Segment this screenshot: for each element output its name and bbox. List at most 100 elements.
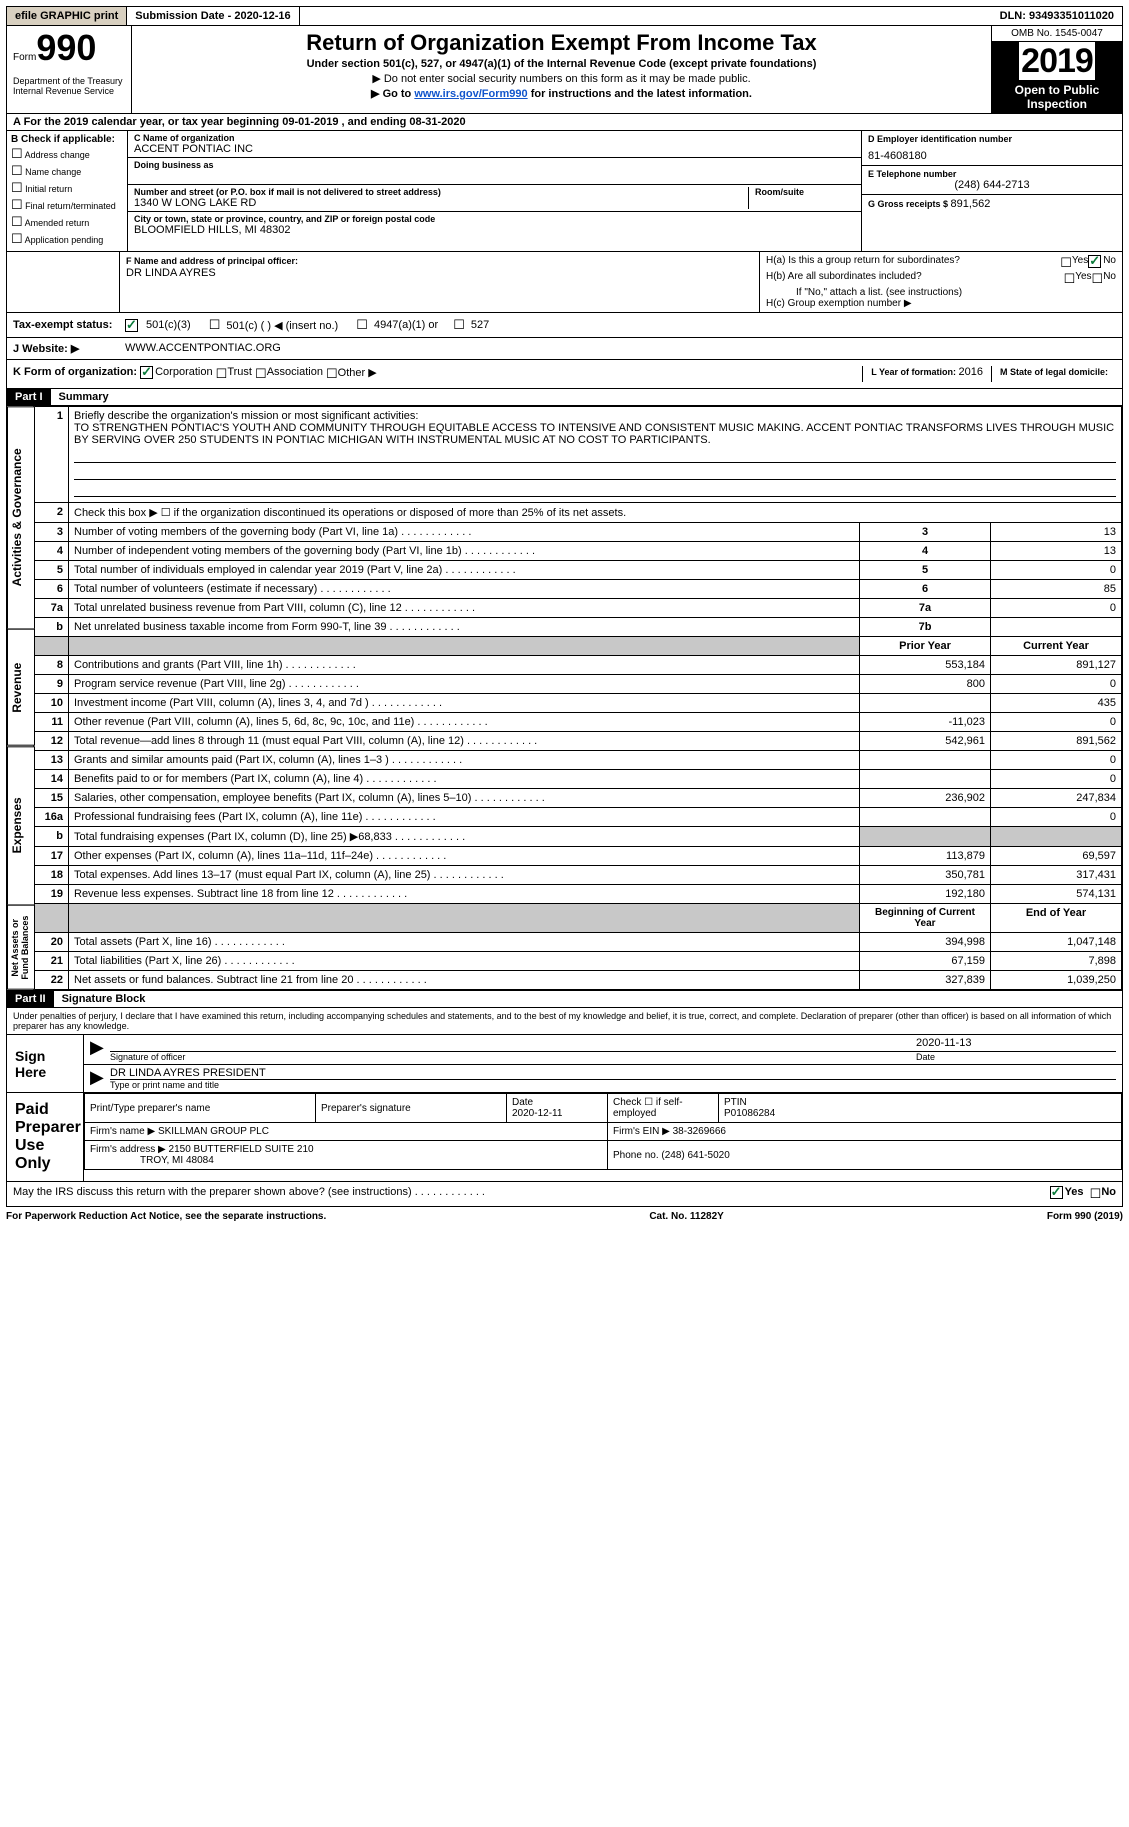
arrow-icon: ▶: [90, 1037, 110, 1062]
chk-pending[interactable]: ☐ Application pending: [11, 231, 123, 247]
form-title: Return of Organization Exempt From Incom…: [136, 30, 987, 56]
firm-name: SKILLMAN GROUP PLC: [158, 1126, 269, 1137]
chk-corp[interactable]: [140, 366, 153, 379]
part2-header: Part II: [7, 991, 54, 1007]
table-row: 12Total revenue—add lines 8 through 11 (…: [34, 732, 1122, 751]
table-row: 10Investment income (Part VIII, column (…: [34, 694, 1122, 713]
tax-year: 2019: [992, 42, 1122, 81]
table-row: 14Benefits paid to or for members (Part …: [34, 770, 1122, 789]
col-current: Current Year: [991, 637, 1122, 656]
chk-name[interactable]: ☐ Name change: [11, 163, 123, 179]
may-irs-no: No: [1101, 1186, 1116, 1202]
chk-final[interactable]: ☐ Final return/terminated: [11, 197, 123, 213]
omb-number: OMB No. 1545-0047: [992, 26, 1122, 42]
ha-yes: Yes: [1072, 255, 1088, 271]
block-fh: F Name and address of principal officer:…: [6, 252, 1123, 313]
opt-527: 527: [471, 319, 489, 331]
table-row: 13Grants and similar amounts paid (Part …: [34, 751, 1122, 770]
irs-link[interactable]: www.irs.gov/Form990: [414, 88, 527, 100]
opt-trust: Trust: [227, 366, 252, 382]
firm-addr2: TROY, MI 48084: [140, 1155, 214, 1166]
chk-initial[interactable]: ☐ Initial return: [11, 180, 123, 196]
firm-ein: 38-3269666: [673, 1126, 726, 1137]
ein: 81-4608180: [868, 150, 1116, 162]
line-a-pre: A For the 2019 calendar year, or tax yea…: [13, 116, 282, 128]
table-row: 8Contributions and grants (Part VIII, li…: [34, 656, 1122, 675]
table-row: 9Program service revenue (Part VIII, lin…: [34, 675, 1122, 694]
footer-mid: Cat. No. 11282Y: [649, 1211, 723, 1222]
declaration-text: Under penalties of perjury, I declare th…: [7, 1008, 1122, 1034]
officer-name: DR LINDA AYRES: [126, 267, 216, 279]
hc-label: H(c) Group exemption number ▶: [766, 298, 1116, 309]
efile-button[interactable]: efile GRAPHIC print: [7, 7, 127, 25]
officer-label: F Name and address of principal officer:: [126, 256, 298, 266]
chk-amended[interactable]: ☐ Amended return: [11, 214, 123, 230]
city-label: City or town, state or province, country…: [134, 214, 855, 224]
footer-left: For Paperwork Reduction Act Notice, see …: [6, 1211, 326, 1222]
opt-other: Other ▶: [338, 366, 377, 382]
may-irs-yes: Yes: [1065, 1186, 1084, 1202]
may-irs-row: May the IRS discuss this return with the…: [6, 1182, 1123, 1207]
table-row: 4Number of independent voting members of…: [34, 542, 1122, 561]
may-irs-text: May the IRS discuss this return with the…: [13, 1186, 1050, 1202]
chk-initial-lbl: Initial return: [25, 184, 72, 194]
block-bcd: B Check if applicable: ☐ Address change …: [6, 131, 1123, 252]
chk-pending-lbl: Application pending: [25, 235, 104, 245]
year-formation: 2016: [958, 366, 982, 378]
table-row: bNet unrelated business taxable income f…: [34, 618, 1122, 637]
form-org-label: K Form of organization:: [13, 366, 137, 382]
gross: 891,562: [951, 198, 991, 210]
sidebar-netassets: Net Assets or Fund Balances: [7, 905, 35, 990]
chk-501c3[interactable]: [125, 319, 138, 332]
dln: DLN: 93493351011020: [992, 7, 1122, 25]
col-prior: Prior Year: [860, 637, 991, 656]
summary-table: 1 Briefly describe the organization's mi…: [33, 406, 1122, 990]
sig-name-lbl: Type or print name and title: [110, 1080, 1116, 1090]
form-subtitle: Under section 501(c), 527, or 4947(a)(1)…: [136, 58, 987, 70]
dba-label: Doing business as: [134, 160, 855, 170]
signature-block: Sign Here ▶ Signature of officer 2020-11…: [6, 1035, 1123, 1093]
hb-yes: Yes: [1075, 271, 1091, 287]
chk-address[interactable]: ☐ Address change: [11, 146, 123, 162]
ha-no: No: [1103, 255, 1116, 271]
table-row: 15Salaries, other compensation, employee…: [34, 789, 1122, 808]
chk-final-lbl: Final return/terminated: [25, 201, 116, 211]
page-footer: For Paperwork Reduction Act Notice, see …: [6, 1207, 1123, 1226]
form-header: Form990 Department of the Treasury Inter…: [6, 26, 1123, 114]
form-note-2: ▶ Go to www.irs.gov/Form990 for instruct…: [136, 87, 987, 100]
tax-status-label: Tax-exempt status:: [13, 319, 119, 331]
col-end: End of Year: [991, 904, 1122, 933]
q2-text: Check this box ▶ ☐ if the organization d…: [69, 503, 1122, 523]
ha-no-check[interactable]: [1088, 255, 1101, 268]
box-h: H(a) Is this a group return for subordin…: [760, 252, 1122, 312]
firm-name-lbl: Firm's name ▶: [90, 1126, 155, 1137]
may-irs-yes-check[interactable]: [1050, 1186, 1063, 1199]
box-b-title: B Check if applicable:: [11, 134, 123, 145]
note2-pre: ▶ Go to: [371, 88, 414, 100]
table-row: 7aTotal unrelated business revenue from …: [34, 599, 1122, 618]
prep-date: 2020-12-11: [512, 1108, 562, 1119]
form-number-block: Form990 Department of the Treasury Inter…: [7, 26, 131, 113]
chk-amended-lbl: Amended return: [25, 218, 90, 228]
line-a: A For the 2019 calendar year, or tax yea…: [6, 114, 1123, 131]
hb-label: H(b) Are all subordinates included?: [766, 271, 1064, 287]
opt-501c: 501(c) ( ) ◀ (insert no.): [226, 319, 338, 332]
sig-name: DR LINDA AYRES PRESIDENT: [110, 1067, 1116, 1080]
state-domicile-lbl: M State of legal domicile:: [1000, 367, 1108, 377]
dln-label: DLN:: [1000, 10, 1029, 22]
sidebar-governance: Activities & Governance: [7, 406, 35, 629]
org-name: ACCENT PONTIAC INC: [134, 143, 855, 155]
form-label: Form: [13, 52, 36, 63]
box-b: B Check if applicable: ☐ Address change …: [7, 131, 128, 251]
prep-date-lbl: Date: [512, 1097, 533, 1108]
line-k: K Form of organization: Corporation ☐ Tr…: [6, 360, 1123, 389]
ha-label: H(a) Is this a group return for subordin…: [766, 255, 1060, 271]
mission-text: TO STRENGTHEN PONTIAC'S YOUTH AND COMMUN…: [74, 422, 1114, 446]
part-2: Part II Signature Block Under penalties …: [6, 991, 1123, 1035]
sig-date-lbl: Date: [916, 1052, 1116, 1062]
table-row: bTotal fundraising expenses (Part IX, co…: [34, 827, 1122, 847]
table-row: 17Other expenses (Part IX, column (A), l…: [34, 847, 1122, 866]
ptin: P01086284: [724, 1108, 775, 1119]
sidebar-expenses: Expenses: [7, 746, 35, 905]
top-bar: efile GRAPHIC print Submission Date - 20…: [6, 6, 1123, 26]
